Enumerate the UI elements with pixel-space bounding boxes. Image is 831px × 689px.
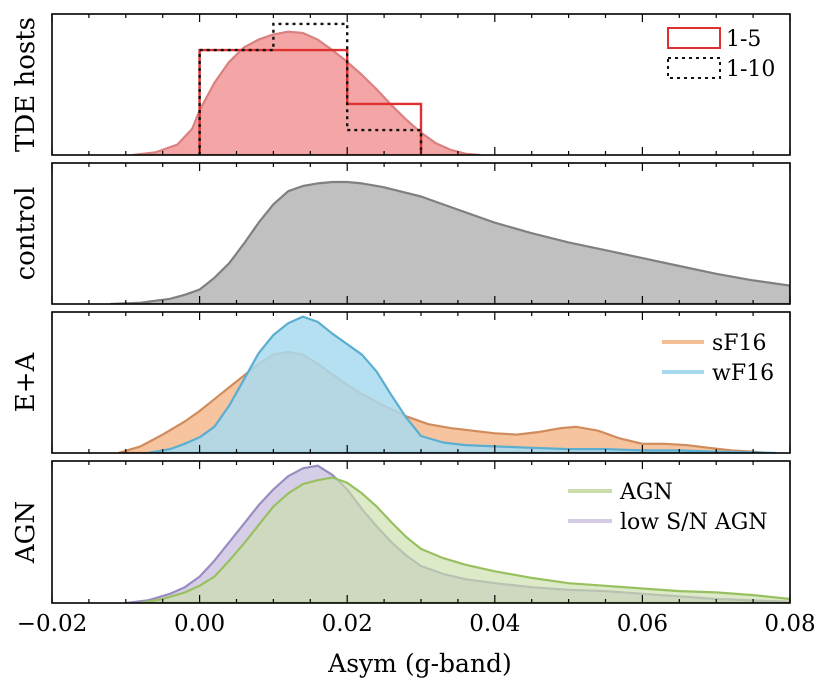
kde-area-agn [139,476,790,603]
chart-panels: TDE hosts 1-51-10controlE+AsF16wF16AGNAGN… [11,13,791,604]
x-tick-label: 0.06 [617,611,668,637]
panel-2: control [11,162,791,305]
panel-ylabel: control [11,187,41,281]
panel-ylabel: E+A [11,352,41,413]
legend-label: sF16 [712,331,767,356]
panel-plot-area [109,180,790,304]
legend: sF16 wF16 [662,331,774,386]
legend-label: wF16 [712,361,774,386]
x-tick-label: 0.04 [469,611,520,637]
x-tick-label: 0.02 [322,611,373,637]
panel-ylabel: AGN [11,501,41,564]
panel-plot-area [124,464,790,603]
legend-label: 1-5 [726,27,761,52]
panel-3: E+A sF16 wF16 [11,311,791,454]
legend: AGN low S/N AGN [568,480,768,535]
legend-swatch-1-10 [667,57,721,79]
legend-label: 1-10 [726,57,775,82]
panel-plot-area [132,22,482,155]
panel-ylabel: TDE hosts [11,17,41,152]
legend-swatch-1-5 [667,27,721,49]
panel-1: TDE hosts 1-5 1-10 [11,13,791,156]
kde-area-control [109,180,790,304]
x-tick-label: −0.02 [17,611,87,637]
histogram-step-1-5 [198,48,423,155]
x-tick-label: 0.08 [764,611,815,637]
x-axis-label: Asym (g-band) [327,649,512,678]
legend-label: AGN [619,480,673,505]
legend-label: low S/N AGN [620,510,768,535]
x-tick-label: 0.00 [174,611,225,637]
panel-plot-area [117,315,777,453]
legend: 1-5 1-10 [667,27,775,82]
panel-4: AGN AGN low S/N AGN [11,460,791,604]
x-axis: −0.02 0.00 0.02 0.04 0.06 0.08 [17,611,816,637]
